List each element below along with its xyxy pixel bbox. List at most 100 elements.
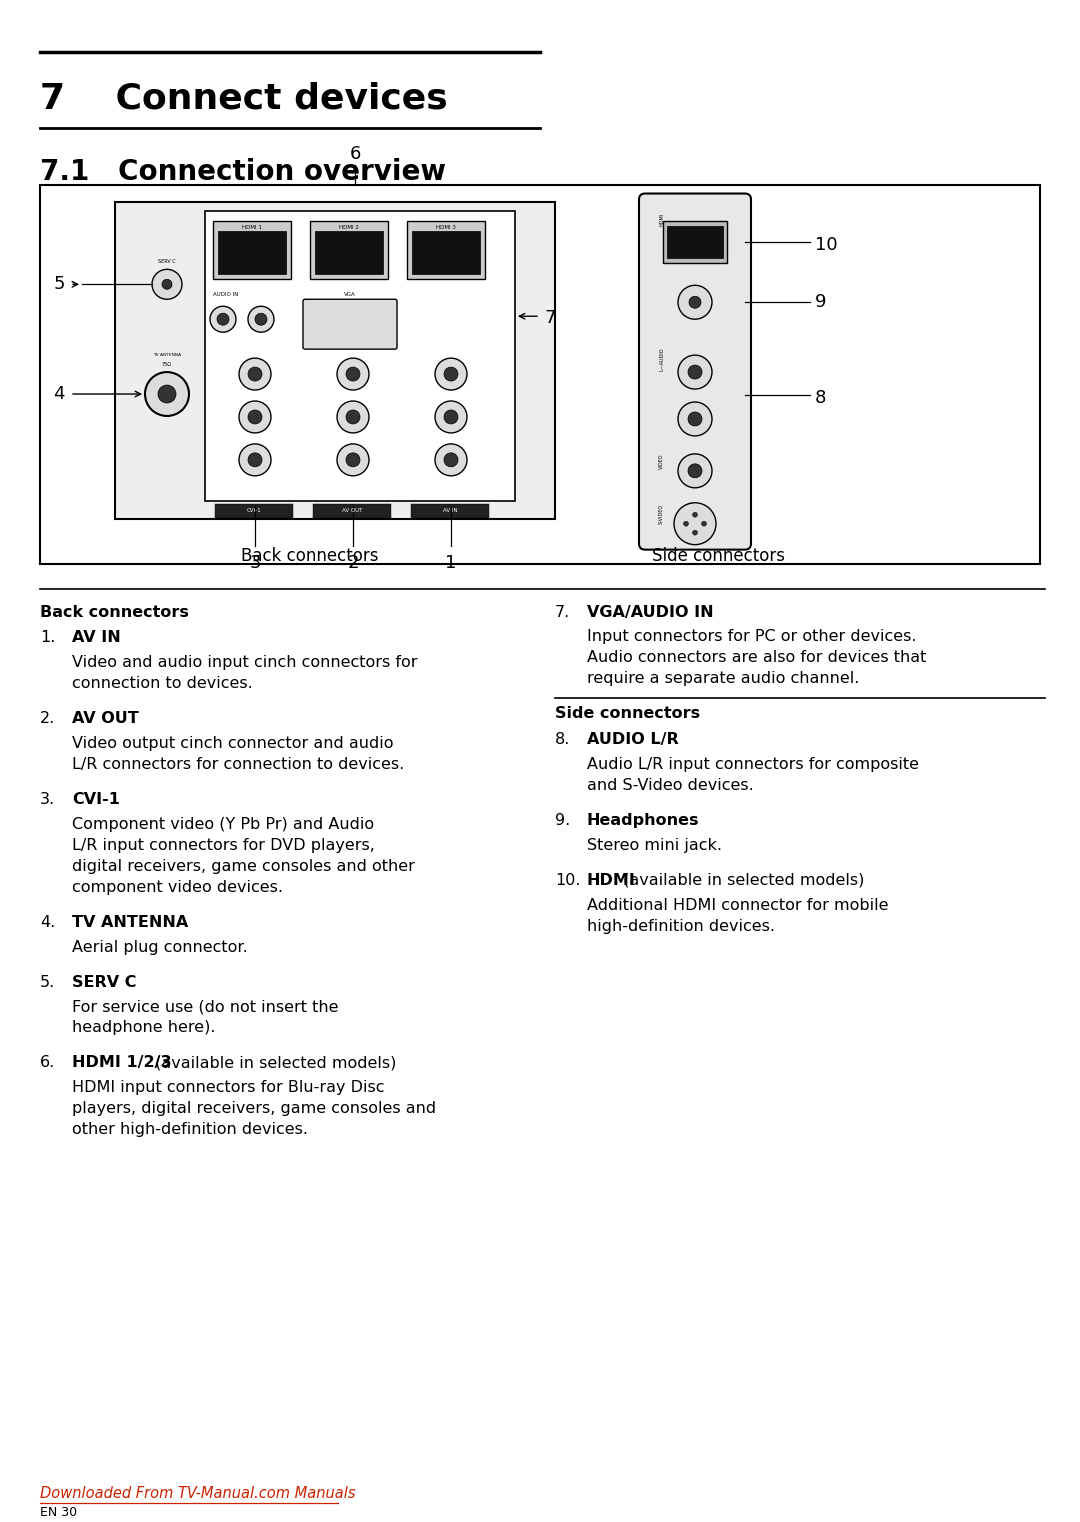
Text: high-definition devices.: high-definition devices. — [588, 919, 775, 933]
Text: 7    Connect devices: 7 Connect devices — [40, 82, 448, 116]
Circle shape — [248, 409, 262, 425]
Text: 4: 4 — [54, 385, 65, 403]
Circle shape — [678, 454, 712, 487]
Circle shape — [255, 314, 267, 326]
Text: HDMI: HDMI — [588, 872, 636, 887]
Text: (available in selected models): (available in selected models) — [150, 1055, 396, 1070]
Text: HDMI 1: HDMI 1 — [242, 225, 262, 230]
Circle shape — [346, 367, 360, 380]
Text: TV ANTENNA: TV ANTENNA — [72, 915, 188, 930]
Text: Input connectors for PC or other devices.: Input connectors for PC or other devices… — [588, 630, 917, 644]
Text: component video devices.: component video devices. — [72, 880, 283, 895]
Circle shape — [684, 521, 689, 527]
Circle shape — [248, 454, 262, 467]
Text: EN 30: EN 30 — [40, 1507, 77, 1519]
Text: 7: 7 — [545, 309, 556, 327]
Circle shape — [210, 306, 237, 332]
Circle shape — [674, 502, 716, 545]
Text: CVI-1: CVI-1 — [246, 508, 261, 513]
Text: 10.: 10. — [555, 872, 581, 887]
Circle shape — [162, 280, 172, 289]
Text: L/R input connectors for DVD players,: L/R input connectors for DVD players, — [72, 839, 375, 852]
Text: AV IN: AV IN — [72, 630, 121, 645]
Circle shape — [337, 358, 369, 390]
Text: Video and audio input cinch connectors for: Video and audio input cinch connectors f… — [72, 656, 418, 670]
Text: digital receivers, game consoles and other: digital receivers, game consoles and oth… — [72, 858, 415, 874]
Text: VGA/AUDIO IN: VGA/AUDIO IN — [588, 604, 714, 619]
Text: connection to devices.: connection to devices. — [72, 676, 253, 691]
Text: 8.: 8. — [555, 732, 570, 747]
Text: Back connectors: Back connectors — [241, 546, 379, 565]
Bar — [407, 222, 485, 280]
Text: HDMI 1/2/3: HDMI 1/2/3 — [72, 1055, 172, 1070]
Circle shape — [346, 454, 360, 467]
Circle shape — [239, 444, 271, 476]
Bar — [315, 231, 383, 274]
Circle shape — [688, 365, 702, 379]
Text: Audio connectors are also for devices that: Audio connectors are also for devices th… — [588, 650, 927, 665]
Text: AUDIO L/R: AUDIO L/R — [588, 732, 678, 747]
Text: 2.: 2. — [40, 711, 55, 726]
Text: 5.: 5. — [40, 974, 55, 989]
Text: 9.: 9. — [555, 813, 570, 828]
Circle shape — [689, 297, 701, 309]
Text: 7.1   Connection overview: 7.1 Connection overview — [40, 158, 446, 186]
Text: HDMI 3: HDMI 3 — [436, 225, 456, 230]
Text: headphone here).: headphone here). — [72, 1020, 216, 1035]
Text: 3.: 3. — [40, 791, 55, 807]
Text: (available in selected models): (available in selected models) — [618, 872, 865, 887]
Text: L—AUDIO: L—AUDIO — [659, 347, 664, 371]
Text: TV ANTENNA: TV ANTENNA — [153, 353, 181, 358]
Bar — [310, 222, 388, 280]
Circle shape — [145, 371, 189, 416]
Circle shape — [688, 412, 702, 426]
Text: Video output cinch connector and audio: Video output cinch connector and audio — [72, 737, 393, 752]
Text: 1: 1 — [445, 554, 457, 572]
Text: AUDIO IN: AUDIO IN — [213, 292, 239, 297]
Bar — [411, 504, 489, 517]
Text: Side connectors: Side connectors — [651, 546, 784, 565]
Text: For service use (do not insert the: For service use (do not insert the — [72, 1000, 338, 1015]
Circle shape — [702, 521, 706, 527]
Text: SERV C: SERV C — [158, 259, 176, 265]
Text: AV IN: AV IN — [443, 508, 457, 513]
Bar — [218, 231, 286, 274]
Circle shape — [435, 400, 467, 432]
Text: HDMI 2: HDMI 2 — [339, 225, 359, 230]
Text: 10: 10 — [815, 236, 838, 254]
Text: HDMI input connectors for Blu-ray Disc: HDMI input connectors for Blu-ray Disc — [72, 1081, 384, 1096]
Text: S-VIDEO: S-VIDEO — [659, 504, 664, 524]
Circle shape — [152, 269, 183, 300]
Circle shape — [337, 444, 369, 476]
Text: Additional HDMI connector for mobile: Additional HDMI connector for mobile — [588, 898, 889, 913]
Text: HDMI: HDMI — [659, 213, 664, 227]
Text: CVI-1: CVI-1 — [72, 791, 120, 807]
Text: players, digital receivers, game consoles and: players, digital receivers, game console… — [72, 1102, 436, 1116]
Bar — [313, 504, 391, 517]
Text: 8: 8 — [815, 390, 826, 406]
Circle shape — [337, 400, 369, 432]
Circle shape — [248, 306, 274, 332]
Text: other high-definition devices.: other high-definition devices. — [72, 1122, 308, 1137]
Circle shape — [239, 358, 271, 390]
Bar — [40, 184, 1040, 563]
Bar — [215, 504, 293, 517]
Circle shape — [444, 454, 458, 467]
Text: Side connectors: Side connectors — [555, 706, 700, 721]
Circle shape — [688, 464, 702, 478]
Text: Back connectors: Back connectors — [40, 604, 189, 619]
Text: VIDEO: VIDEO — [659, 454, 664, 469]
FancyBboxPatch shape — [303, 300, 397, 349]
Bar — [213, 222, 291, 280]
Text: 7.: 7. — [555, 604, 570, 619]
Text: 75Ω: 75Ω — [162, 362, 172, 367]
Circle shape — [678, 285, 712, 320]
Text: L/R connectors for connection to devices.: L/R connectors for connection to devices… — [72, 756, 404, 772]
Text: Audio L/R input connectors for composite: Audio L/R input connectors for composite — [588, 756, 919, 772]
Bar — [667, 227, 723, 259]
Text: AV OUT: AV OUT — [341, 508, 362, 513]
Text: Stereo mini jack.: Stereo mini jack. — [588, 839, 723, 852]
Text: VGA: VGA — [345, 292, 356, 297]
Text: 9: 9 — [815, 294, 826, 312]
Bar — [205, 212, 515, 501]
